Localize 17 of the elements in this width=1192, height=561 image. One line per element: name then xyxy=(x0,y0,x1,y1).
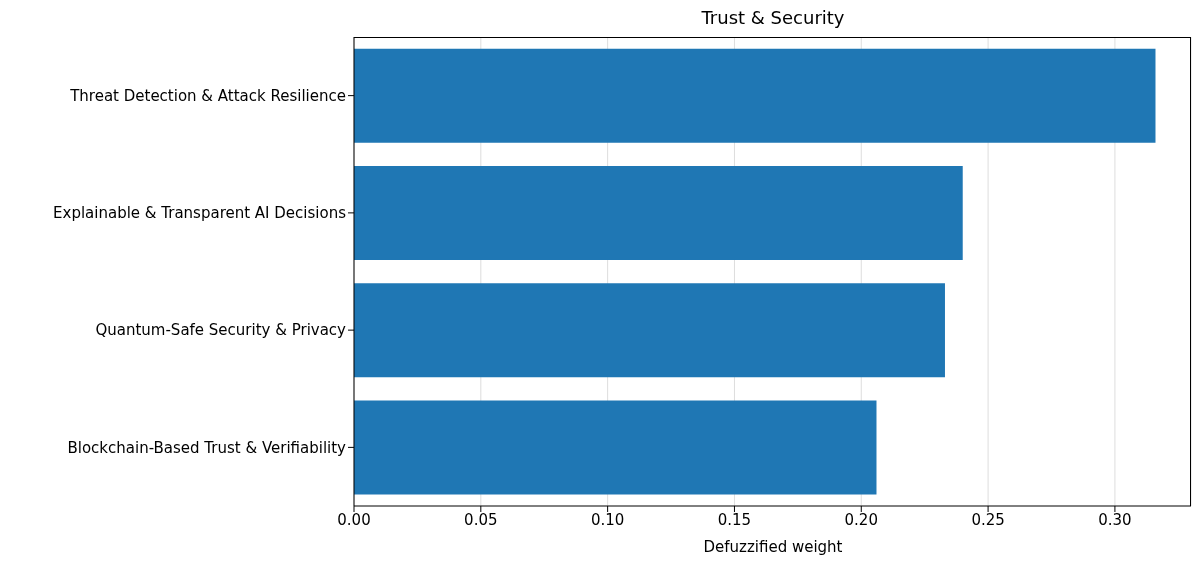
y-tick-label: Threat Detection & Attack Resilience xyxy=(69,86,346,105)
x-tick-label: 0.00 xyxy=(337,510,371,529)
y-tick-label: Blockchain-Based Trust & Verifiability xyxy=(67,438,347,457)
x-axis-title: Defuzzified weight xyxy=(702,538,844,556)
x-tick-label: 0.15 xyxy=(717,510,752,529)
x-tick-label: 0.20 xyxy=(844,510,878,529)
x-tick-label: 0.25 xyxy=(971,510,1005,529)
bar xyxy=(354,400,877,495)
y-tick-label: Explainable & Transparent AI Decisions xyxy=(53,204,347,223)
bar xyxy=(354,48,1156,143)
x-tick-label: 0.30 xyxy=(1098,510,1132,529)
chart-title: Trust & Security xyxy=(700,7,846,28)
x-tick-label: 0.05 xyxy=(464,510,498,529)
y-tick-label: Quantum-Safe Security & Privacy xyxy=(95,321,347,340)
bar xyxy=(354,165,963,260)
x-tick-label: 0.10 xyxy=(590,510,625,529)
bar xyxy=(354,283,945,378)
